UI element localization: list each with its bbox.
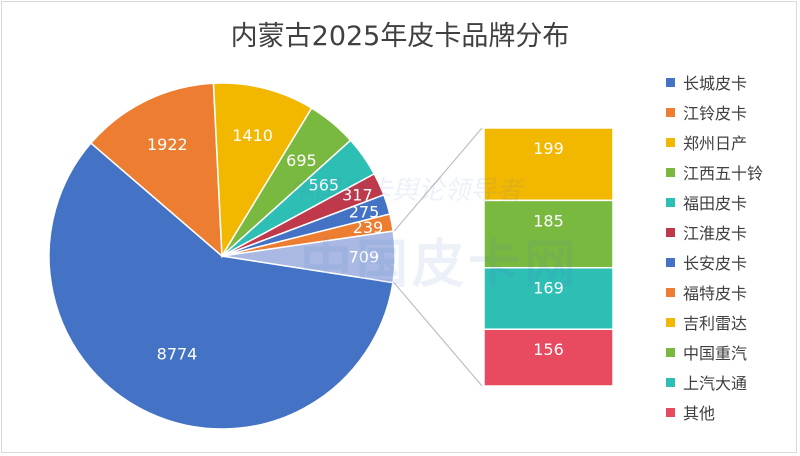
pie-data-label: 709 [349, 248, 380, 267]
legend-label: 中国重汽 [683, 344, 748, 363]
legend-item[interactable]: 江铃皮卡 [666, 100, 747, 124]
pie-data-label: 695 [286, 151, 317, 170]
legend-swatch-icon [666, 347, 675, 357]
bar-segment-2 [483, 199, 614, 269]
bar-data-label: 185 [533, 211, 564, 230]
legend-swatch-icon [666, 317, 675, 327]
legend-item[interactable]: 长城皮卡 [666, 70, 747, 94]
pie-data-label: 1922 [147, 135, 188, 154]
legend-item[interactable]: 上汽大通 [666, 370, 747, 394]
legend-item[interactable]: 福特皮卡 [666, 280, 747, 304]
pie-slice-2 [89, 82, 223, 258]
connector-line-top [393, 127, 483, 232]
legend-label: 江铃皮卡 [683, 104, 748, 123]
pie-data-label: 1410 [232, 126, 273, 145]
bar-data-label: 156 [533, 340, 564, 359]
legend-label: 江西五十铃 [683, 164, 764, 183]
bar-segment-1 [483, 127, 614, 202]
bar-segment-3 [483, 266, 614, 330]
legend-item[interactable]: 其他 [666, 400, 715, 424]
legend-item[interactable]: 郑州日产 [666, 130, 747, 154]
legend-swatch-icon [666, 107, 675, 117]
legend-label: 福特皮卡 [683, 284, 748, 303]
legend-swatch-icon [666, 77, 675, 87]
pie-data-label: 239 [353, 218, 384, 237]
legend-item[interactable]: 长安皮卡 [666, 250, 747, 274]
legend-label: 吉利雷达 [683, 314, 748, 333]
connector-line-bottom [393, 282, 483, 387]
pie-data-label: 8774 [157, 344, 198, 363]
bar-data-label: 169 [533, 279, 564, 298]
legend-label: 江淮皮卡 [683, 224, 748, 243]
chart-title: 内蒙古2025年皮卡品牌分布 [230, 21, 570, 52]
pie-data-label: 317 [342, 185, 373, 204]
legend-swatch-icon [666, 257, 675, 267]
legend-label: 长城皮卡 [683, 74, 748, 93]
legend-label: 郑州日产 [683, 134, 748, 153]
legend-swatch-icon [666, 137, 675, 147]
legend-label: 长安皮卡 [683, 254, 748, 273]
legend-swatch-icon [666, 287, 675, 297]
pie [48, 82, 396, 430]
legend-item[interactable]: 江西五十铃 [666, 160, 763, 184]
legend-label: 其他 [683, 404, 716, 423]
connector-lines [393, 127, 483, 387]
legend-swatch-icon [666, 197, 675, 207]
legend-label: 上汽大通 [683, 374, 748, 393]
pie-slice-3 [212, 82, 313, 259]
legend-swatch-icon [666, 167, 675, 177]
bar-segment-4 [483, 328, 614, 387]
pie-slice-1 [48, 142, 394, 430]
legend-item[interactable]: 中国重汽 [666, 340, 747, 364]
legend-label: 福田皮卡 [683, 194, 748, 213]
legend-swatch-icon [666, 407, 675, 417]
secondary-stacked-bar [483, 127, 614, 387]
pie-data-label: 565 [309, 175, 340, 194]
legend-swatch-icon [666, 377, 675, 387]
legend-item[interactable]: 福田皮卡 [666, 190, 747, 214]
pie-data-label: 275 [349, 203, 380, 222]
pie-slice-9 [221, 230, 396, 284]
legend-item[interactable]: 吉利雷达 [666, 310, 747, 334]
bar-data-label: 199 [533, 139, 564, 158]
legend-item[interactable]: 江淮皮卡 [666, 220, 747, 244]
legend-swatch-icon [666, 227, 675, 237]
